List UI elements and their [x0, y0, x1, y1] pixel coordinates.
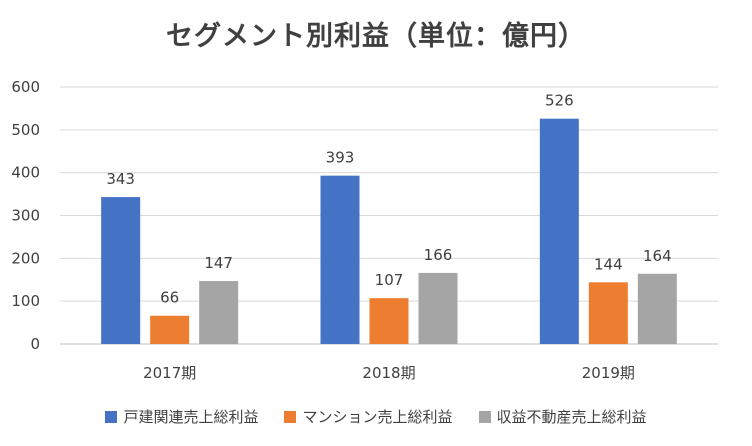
bar: [320, 175, 360, 344]
legend-swatch: [478, 410, 491, 423]
legend-item: 収益不動産売上総利益: [478, 406, 647, 427]
y-tick-label: 500: [11, 121, 40, 139]
bar: [418, 272, 458, 344]
legend-label: 収益不動産売上総利益: [496, 408, 647, 426]
bar: [637, 273, 677, 344]
bar: [369, 298, 409, 344]
bar: [588, 282, 628, 344]
y-tick-label: 400: [11, 164, 40, 182]
x-tick-label: 2019期: [582, 364, 635, 382]
data-label: 343: [106, 170, 135, 188]
data-label: 164: [643, 247, 672, 265]
bar: [199, 281, 239, 344]
y-tick-label: 100: [11, 292, 40, 310]
data-label: 166: [424, 246, 453, 264]
legend-item: 戸建関連売上総利益: [105, 406, 258, 427]
bar: [101, 197, 141, 344]
y-tick-label: 300: [11, 207, 40, 225]
data-label: 107: [375, 271, 404, 289]
data-label: 526: [545, 92, 574, 110]
legend-item: マンション売上総利益: [284, 406, 453, 427]
x-tick-label: 2017期: [143, 364, 196, 382]
data-label: 147: [204, 254, 233, 272]
legend: 戸建関連売上総利益 マンション売上総利益 収益不動産売上総利益: [0, 406, 752, 427]
bar: [150, 315, 190, 344]
y-tick-label: 200: [11, 249, 40, 267]
y-tick-label: 0: [30, 335, 40, 353]
legend-swatch: [105, 410, 118, 423]
y-tick-label: 600: [11, 78, 40, 96]
x-tick-label: 2018期: [362, 364, 415, 382]
data-label: 66: [160, 289, 179, 307]
data-label: 393: [326, 149, 355, 167]
legend-swatch: [284, 410, 297, 423]
data-label: 144: [594, 255, 623, 273]
chart-title: セグメント別利益（単位：億円）: [166, 21, 586, 52]
legend-label: マンション売上総利益: [302, 408, 453, 426]
bar: [539, 118, 579, 345]
legend-label: 戸建関連売上総利益: [123, 408, 259, 426]
